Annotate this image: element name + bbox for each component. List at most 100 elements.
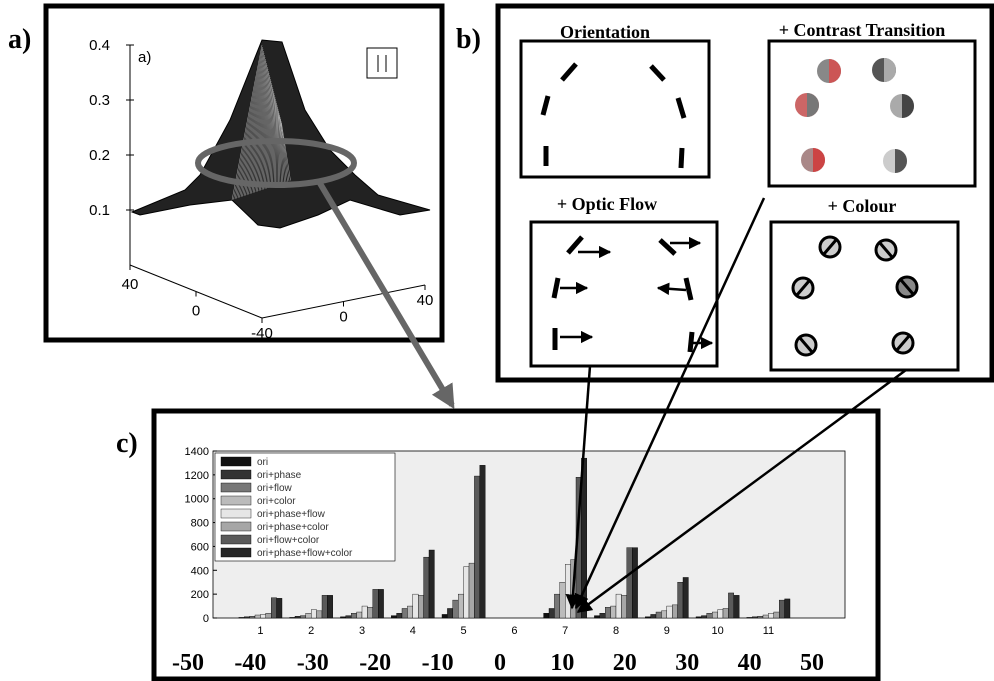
- bar: [442, 614, 447, 618]
- bar: [346, 616, 351, 618]
- box-title: Orientation: [560, 22, 650, 42]
- bar: [397, 613, 402, 618]
- x-tick-label: 11: [763, 625, 774, 637]
- bar: [632, 548, 637, 618]
- secondary-label: -10: [422, 650, 454, 676]
- legend-label: ori+phase: [257, 470, 302, 481]
- legend-label: ori+phase+flow: [257, 509, 326, 520]
- bar: [768, 613, 773, 618]
- y-tick-label: -40: [251, 325, 273, 342]
- bar: [351, 613, 356, 618]
- bar: [712, 612, 717, 618]
- secondary-label: -30: [297, 650, 329, 676]
- legend-swatch: [221, 496, 251, 505]
- y-tick-label: 0: [203, 613, 209, 625]
- bar: [357, 612, 362, 618]
- y-tick-label: 40: [417, 292, 434, 309]
- bar: [611, 606, 616, 618]
- bar: [785, 599, 790, 618]
- panel-label: c): [116, 428, 138, 459]
- bar: [723, 608, 728, 618]
- bar: [469, 563, 474, 618]
- bar: [560, 582, 565, 618]
- bar: [474, 476, 479, 618]
- bar: [651, 614, 656, 618]
- legend-label: ori+phase+color: [257, 522, 329, 533]
- inset-label: a): [138, 49, 151, 66]
- secondary-label: -50: [172, 650, 204, 676]
- bar: [447, 608, 452, 618]
- bar: [718, 610, 723, 618]
- bar: [402, 608, 407, 618]
- x-tick-label: 4: [410, 625, 416, 637]
- bar: [696, 617, 701, 618]
- bar: [413, 594, 418, 618]
- bar: [763, 615, 768, 618]
- bar: [407, 606, 412, 618]
- bar: [605, 607, 610, 618]
- legend-label: ori+flow: [257, 483, 293, 494]
- x-tick-label: 40: [122, 276, 139, 293]
- bar: [464, 567, 469, 618]
- y-tick-label: 1200: [185, 470, 209, 482]
- bar: [683, 577, 688, 618]
- bar: [728, 593, 733, 618]
- bar: [424, 557, 429, 618]
- bar: [656, 612, 661, 618]
- panel-label: a): [8, 24, 31, 55]
- y-tick-label: 1000: [185, 494, 209, 506]
- bar: [453, 600, 458, 618]
- bar: [779, 600, 784, 618]
- legend-box: [367, 48, 397, 78]
- x-tick-label: 9: [664, 625, 670, 637]
- legend-swatch: [221, 535, 251, 544]
- bar: [367, 607, 372, 618]
- x-tick-label: 6: [511, 625, 517, 637]
- secondary-label: 50: [800, 650, 824, 676]
- bar: [672, 605, 677, 618]
- x-tick-label: 3: [359, 625, 365, 637]
- bar: [260, 614, 265, 618]
- bar: [306, 613, 311, 618]
- bar: [295, 616, 300, 618]
- bar: [266, 613, 271, 618]
- secondary-label: 20: [613, 650, 637, 676]
- bar: [378, 589, 383, 618]
- bar: [480, 465, 485, 618]
- secondary-label: 30: [675, 650, 699, 676]
- bar: [594, 616, 599, 618]
- bar: [621, 595, 626, 618]
- figure: a) b) c) Orientation + Contrast Transiti…: [0, 0, 994, 681]
- bar: [616, 594, 621, 618]
- x-tick-label: 2: [308, 625, 314, 637]
- bar: [667, 606, 672, 618]
- bar: [277, 598, 282, 618]
- bar: [250, 616, 255, 618]
- y-tick-label: 400: [191, 565, 209, 577]
- y-tick-label: 600: [191, 541, 209, 553]
- bar: [554, 594, 559, 618]
- x-tick-label: 5: [461, 625, 467, 637]
- x-tick-label: 7: [562, 625, 568, 637]
- secondary-label: -40: [234, 650, 266, 676]
- bar: [747, 617, 752, 618]
- x-tick-label: 1: [257, 625, 263, 637]
- bar: [544, 613, 549, 618]
- legend-label: ori+phase+flow+color: [257, 548, 353, 559]
- bar: [661, 611, 666, 618]
- legend-label: ori+flow+color: [257, 535, 320, 546]
- legend-swatch: [221, 548, 251, 557]
- panel-label: b): [456, 24, 481, 55]
- bar: [600, 613, 605, 618]
- legend-label: ori: [257, 457, 268, 468]
- bar: [322, 595, 327, 618]
- bar: [244, 617, 249, 618]
- y-tick-label: 200: [191, 589, 209, 601]
- secondary-label: 0: [494, 650, 506, 676]
- bar: [300, 616, 305, 618]
- bar: [317, 611, 322, 618]
- bar: [645, 617, 650, 618]
- legend-swatch: [221, 457, 251, 466]
- x-tick-label: 10: [711, 625, 723, 637]
- legend-swatch: [221, 483, 251, 492]
